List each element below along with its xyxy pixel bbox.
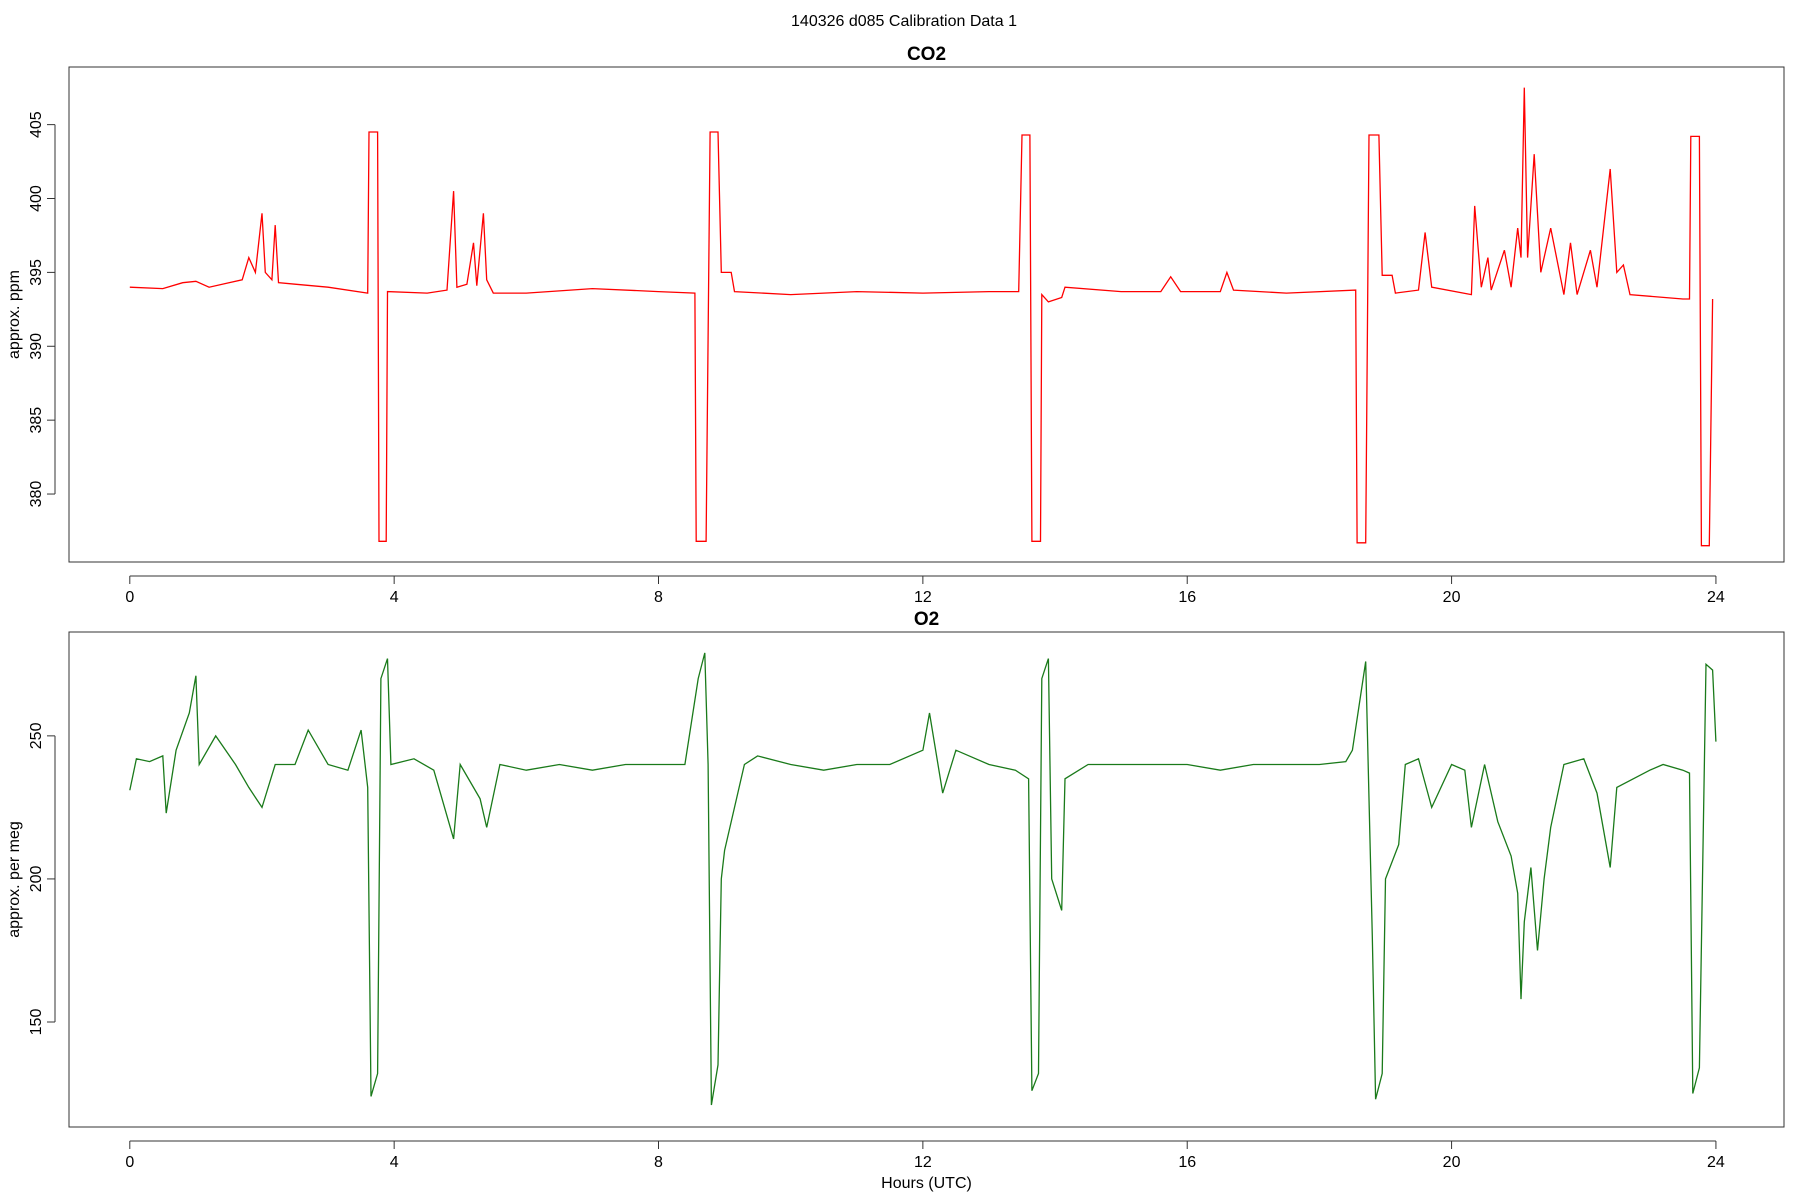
x-tick-label: 20 bbox=[1443, 1154, 1461, 1171]
plot-box bbox=[68, 631, 1785, 1128]
chart-title: CO2 bbox=[907, 44, 946, 65]
x-tick-label: 0 bbox=[125, 1154, 134, 1171]
y-tick-label: 150 bbox=[28, 1009, 45, 1036]
x-tick-label: 16 bbox=[1178, 589, 1196, 606]
chart-title: O2 bbox=[914, 609, 939, 630]
y-tick-label: 250 bbox=[28, 722, 45, 749]
x-tick-label: 24 bbox=[1707, 589, 1725, 606]
x-tick-label: 16 bbox=[1178, 1154, 1196, 1171]
x-tick-label: 24 bbox=[1707, 1154, 1725, 1171]
x-tick-label: 12 bbox=[914, 589, 932, 606]
x-tick-label: 8 bbox=[654, 1154, 663, 1171]
x-tick-label: 4 bbox=[390, 589, 399, 606]
y-tick-label: 405 bbox=[28, 111, 45, 138]
data-line bbox=[129, 652, 1717, 1106]
y-tick-label: 385 bbox=[28, 407, 45, 434]
plot-box bbox=[68, 66, 1785, 563]
x-tick-label: 20 bbox=[1443, 589, 1461, 606]
y-tick-label: 400 bbox=[28, 185, 45, 212]
y-tick-label: 380 bbox=[28, 481, 45, 508]
y-tick-label: 395 bbox=[28, 259, 45, 286]
x-tick-label: 4 bbox=[390, 1154, 399, 1171]
y-tick-label: 200 bbox=[28, 865, 45, 892]
x-tick-label: 0 bbox=[125, 589, 134, 606]
y-axis-label: approx. ppm bbox=[6, 270, 23, 359]
figure-title: 140326 d085 Calibration Data 1 bbox=[791, 13, 1017, 30]
y-axis-label: approx. per meg bbox=[6, 821, 23, 938]
x-axis-label: Hours (UTC) bbox=[881, 1175, 972, 1192]
x-tick-label: 8 bbox=[654, 589, 663, 606]
x-tick-label: 12 bbox=[914, 1154, 932, 1171]
data-line bbox=[129, 87, 1714, 547]
y-tick-label: 390 bbox=[28, 333, 45, 360]
